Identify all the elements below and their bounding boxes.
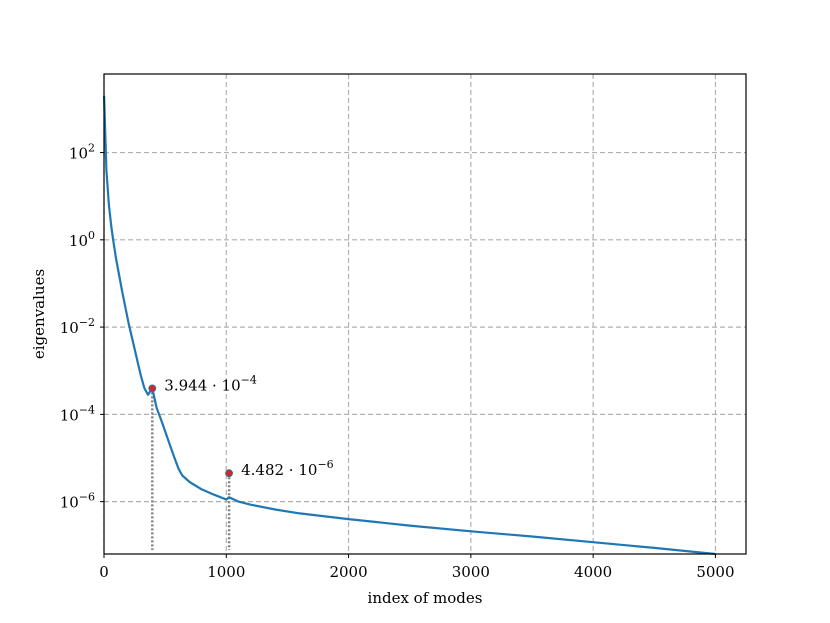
annotation-marker — [225, 469, 233, 478]
y-tick-label: 100 — [69, 229, 95, 250]
x-tick-label: 4000 — [574, 563, 612, 581]
annotation-labels: 3.944 · 10−4 4.482 · 10−6 — [164, 373, 333, 479]
x-tick-label: 3000 — [452, 563, 490, 581]
eigenvalue-series-line — [103, 95, 716, 556]
y-axis-label: eigenvalues — [30, 269, 48, 359]
grid — [103, 74, 746, 554]
drop-lines — [151, 388, 231, 550]
annotation-marker — [148, 384, 157, 393]
markers — [148, 384, 233, 478]
y-tick-label: 102 — [69, 142, 95, 163]
x-tick-label: 0 — [99, 563, 109, 581]
y-tick-label: 10−2 — [60, 316, 95, 337]
annotation-label: 3.944 · 10−4 — [164, 373, 257, 394]
series-layer — [103, 95, 716, 556]
x-axis-label: index of modes — [368, 589, 483, 607]
annotation-label: 4.482 · 10−6 — [241, 458, 334, 479]
x-tick-label: 2000 — [329, 563, 367, 581]
y-tick-label: 10−6 — [60, 491, 95, 512]
x-tick-label: 1000 — [207, 563, 245, 581]
x-ticks: 0 1000 2000 3000 4000 5000 — [99, 554, 735, 581]
y-tick-label: 10−4 — [60, 403, 95, 424]
plot-frame — [103, 73, 747, 555]
x-tick-label: 5000 — [696, 563, 734, 581]
y-ticks: 102 100 10−2 10−4 10−6 — [60, 142, 104, 512]
